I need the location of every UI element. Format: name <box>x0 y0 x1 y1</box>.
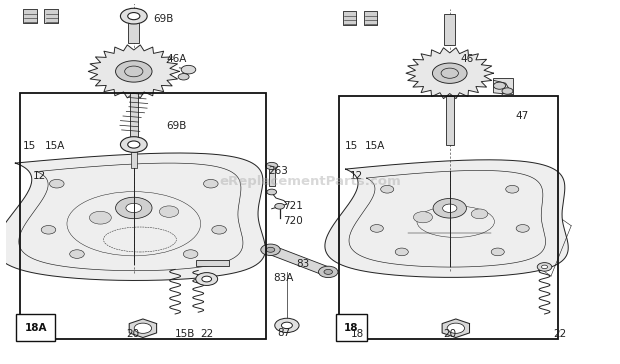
Bar <box>130 93 138 141</box>
Text: 721: 721 <box>283 201 303 211</box>
Circle shape <box>159 206 179 217</box>
Circle shape <box>69 250 84 258</box>
Circle shape <box>324 269 332 274</box>
Text: 20: 20 <box>126 329 139 339</box>
Bar <box>339 96 558 339</box>
Polygon shape <box>494 79 513 95</box>
Circle shape <box>516 225 529 232</box>
Circle shape <box>275 203 285 209</box>
Text: 20: 20 <box>444 329 457 339</box>
Circle shape <box>128 12 140 20</box>
Text: 83: 83 <box>296 259 310 269</box>
Polygon shape <box>267 246 332 276</box>
Bar <box>20 93 265 339</box>
Polygon shape <box>129 319 157 337</box>
Text: 18: 18 <box>351 329 364 339</box>
Circle shape <box>541 265 547 269</box>
Polygon shape <box>88 45 179 98</box>
Circle shape <box>89 211 112 224</box>
Circle shape <box>128 141 140 148</box>
Polygon shape <box>0 153 265 281</box>
Text: eReplacementParts.com: eReplacementParts.com <box>219 175 401 188</box>
Bar <box>268 168 275 186</box>
Circle shape <box>115 197 152 219</box>
Circle shape <box>178 74 189 80</box>
Text: 15A: 15A <box>365 141 386 151</box>
Circle shape <box>196 273 218 285</box>
Circle shape <box>261 244 280 256</box>
Text: 12: 12 <box>350 171 363 181</box>
Text: 15B: 15B <box>175 329 195 339</box>
Circle shape <box>491 248 504 256</box>
Circle shape <box>395 248 409 256</box>
Circle shape <box>471 209 488 219</box>
Bar <box>45 9 58 23</box>
Polygon shape <box>442 319 469 337</box>
Circle shape <box>538 262 552 271</box>
Text: 15: 15 <box>345 141 358 151</box>
Circle shape <box>202 276 211 282</box>
Text: 69B: 69B <box>167 120 187 131</box>
Circle shape <box>443 204 457 213</box>
Circle shape <box>120 137 147 153</box>
Bar <box>446 96 454 145</box>
Text: 15A: 15A <box>45 141 65 151</box>
Text: 47: 47 <box>515 111 529 121</box>
Circle shape <box>181 66 196 74</box>
Circle shape <box>433 198 466 218</box>
Circle shape <box>319 266 338 278</box>
Text: 87: 87 <box>277 328 290 337</box>
Circle shape <box>506 185 519 193</box>
Circle shape <box>432 63 467 83</box>
Circle shape <box>494 82 506 89</box>
Circle shape <box>502 88 513 94</box>
Text: 69B: 69B <box>153 14 174 24</box>
Bar <box>364 11 378 25</box>
Circle shape <box>381 185 394 193</box>
Bar <box>196 261 229 266</box>
Bar <box>128 18 140 43</box>
Circle shape <box>275 318 299 333</box>
Text: 46: 46 <box>461 54 474 64</box>
Text: 12: 12 <box>32 171 46 181</box>
Text: 18A: 18A <box>24 323 47 333</box>
Circle shape <box>266 247 275 252</box>
Circle shape <box>370 225 383 232</box>
Polygon shape <box>406 48 494 99</box>
Circle shape <box>115 61 152 82</box>
Circle shape <box>184 250 198 258</box>
Text: 83A: 83A <box>273 273 294 282</box>
Text: 22: 22 <box>553 329 566 339</box>
Bar <box>445 14 455 45</box>
Bar <box>343 11 356 25</box>
Circle shape <box>265 162 278 170</box>
Circle shape <box>120 8 147 24</box>
Circle shape <box>203 179 218 188</box>
Text: 15: 15 <box>23 141 37 151</box>
Text: 46A: 46A <box>167 54 187 64</box>
Bar <box>23 9 37 23</box>
Circle shape <box>126 203 142 213</box>
Circle shape <box>267 189 277 195</box>
Text: 263: 263 <box>268 166 288 176</box>
Circle shape <box>50 179 64 188</box>
Circle shape <box>41 226 56 234</box>
Bar <box>131 145 137 168</box>
Polygon shape <box>325 160 569 277</box>
Circle shape <box>447 323 464 333</box>
Circle shape <box>414 211 433 223</box>
Text: 720: 720 <box>283 215 303 226</box>
Circle shape <box>134 323 152 333</box>
Text: 22: 22 <box>201 329 214 339</box>
Circle shape <box>281 322 293 329</box>
Text: 18: 18 <box>344 323 358 333</box>
Circle shape <box>212 226 226 234</box>
